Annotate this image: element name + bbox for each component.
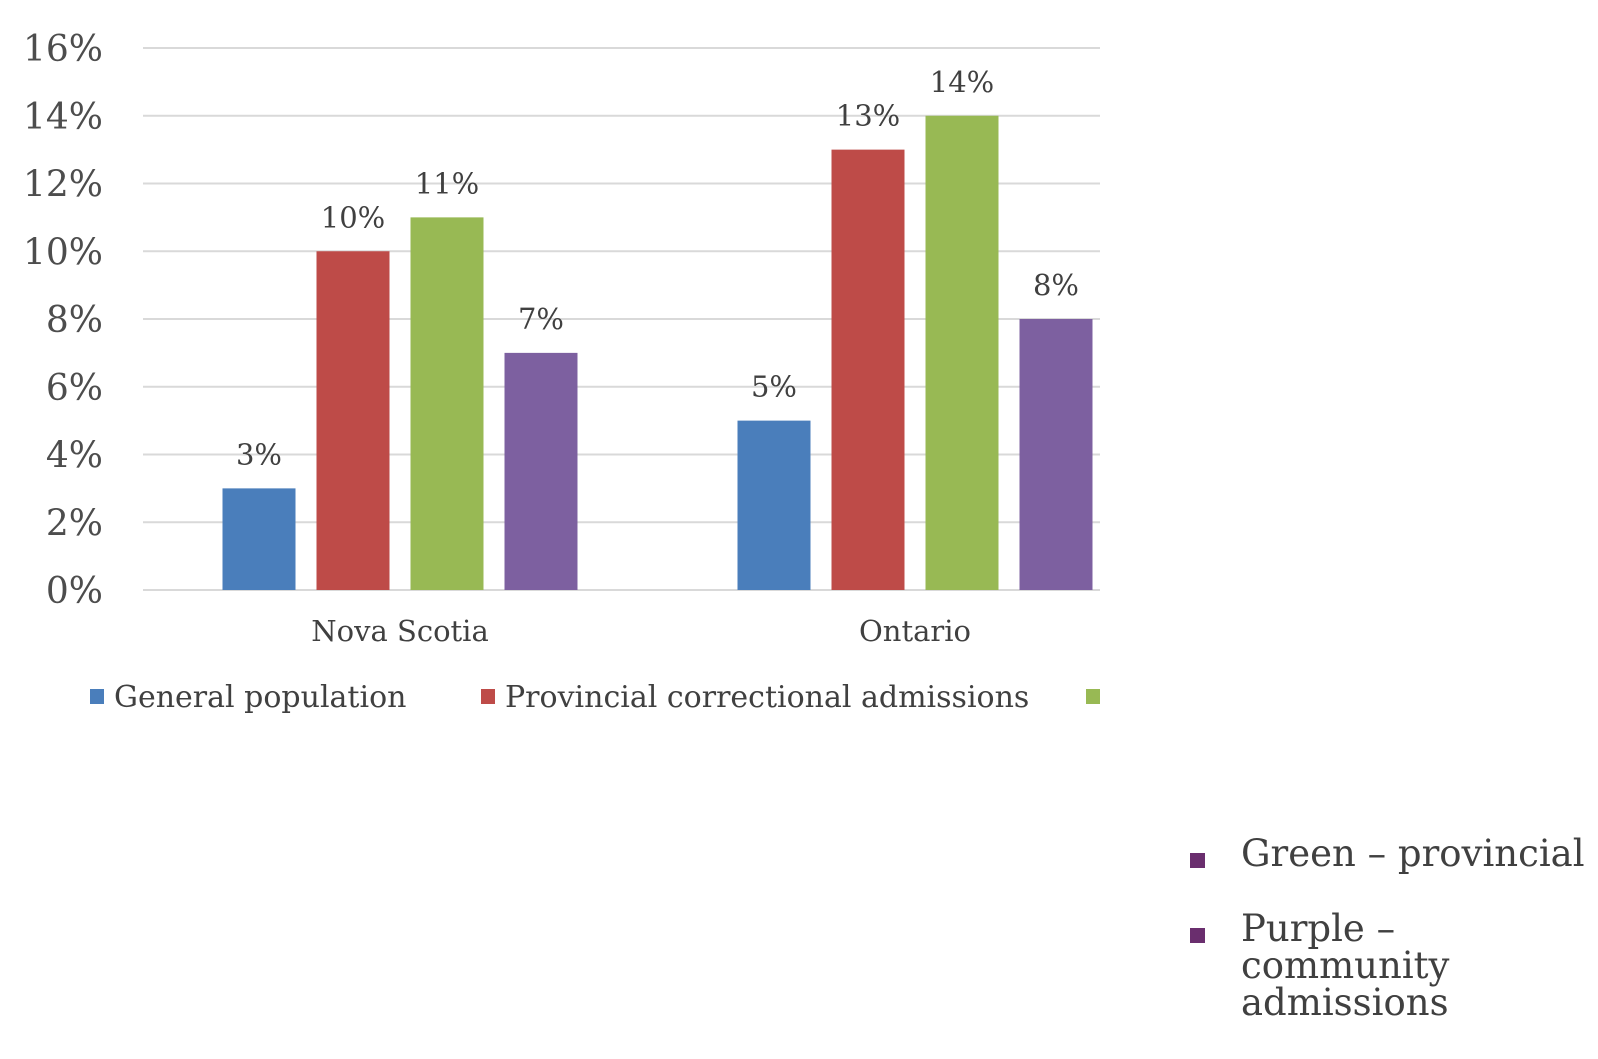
bar xyxy=(504,352,578,590)
x-category-label: Ontario xyxy=(859,614,971,648)
legend-label: Provincial correctional admissions xyxy=(505,680,1029,715)
bar xyxy=(831,149,905,590)
legend-label: General population xyxy=(114,680,406,715)
data-label: 14% xyxy=(930,65,994,99)
legend-swatch xyxy=(1086,689,1100,704)
y-tick-label: 0% xyxy=(46,571,103,612)
data-label: 3% xyxy=(236,437,282,471)
legend-swatch xyxy=(481,689,495,704)
y-axis-ticks: 0% 2% 4% 6% 8% 10% 12% 14% 16% xyxy=(23,29,103,612)
x-category-label: Nova Scotia xyxy=(311,614,489,648)
chart-svg: 0% 2% 4% 6% 8% 10% 12% 14% 16% 3% 10% 11% 7% 5% 13% 14… xyxy=(23,29,1100,715)
bullet-line: admissions xyxy=(1241,981,1449,1024)
data-label: 13% xyxy=(836,99,900,133)
bars xyxy=(222,115,1093,590)
bullet-line: community xyxy=(1241,944,1450,987)
data-label: 8% xyxy=(1033,268,1079,302)
bar xyxy=(316,251,390,590)
bullet-item-green: Green – provincial xyxy=(1190,835,1590,872)
bullet-text: Purple – community admissions xyxy=(1241,910,1449,1021)
bar xyxy=(925,115,999,590)
data-labels: 3% 10% 11% 7% 5% 13% 14% 8% xyxy=(236,65,1079,472)
bar xyxy=(410,217,484,590)
bullet-line: Purple – xyxy=(1241,907,1396,950)
bar xyxy=(222,488,296,590)
bar xyxy=(1019,319,1093,590)
data-label: 11% xyxy=(415,166,479,200)
y-tick-label: 8% xyxy=(46,300,103,341)
y-tick-label: 4% xyxy=(46,436,103,477)
bullet-square-icon xyxy=(1190,853,1205,868)
bullet-item-purple: Purple – community admissions xyxy=(1190,910,1590,1021)
bullet-line: Green – provincial xyxy=(1241,832,1585,875)
bar-chart: 0% 2% 4% 6% 8% 10% 12% 14% 16% 3% 10% 11% 7% 5% 13% 14… xyxy=(23,29,1100,715)
bullet-text: Green – provincial xyxy=(1241,835,1585,872)
data-label: 5% xyxy=(751,370,797,404)
data-label: 10% xyxy=(321,200,385,234)
legend-swatch xyxy=(90,689,104,704)
x-axis-categories: Nova Scotia Ontario xyxy=(311,614,971,648)
data-label: 7% xyxy=(518,302,564,336)
bullet-list: Green – provincial Purple – community ad… xyxy=(1190,835,1590,1059)
bar xyxy=(737,420,811,590)
y-tick-label: 12% xyxy=(23,165,103,206)
y-tick-label: 6% xyxy=(46,368,103,409)
y-tick-label: 2% xyxy=(46,503,103,544)
y-tick-label: 16% xyxy=(23,29,103,70)
legend: General population Provincial correctiona… xyxy=(90,680,1100,715)
y-tick-label: 10% xyxy=(23,232,103,273)
bullet-square-icon xyxy=(1190,928,1205,943)
y-tick-label: 14% xyxy=(23,97,103,138)
gridlines xyxy=(143,47,1100,591)
